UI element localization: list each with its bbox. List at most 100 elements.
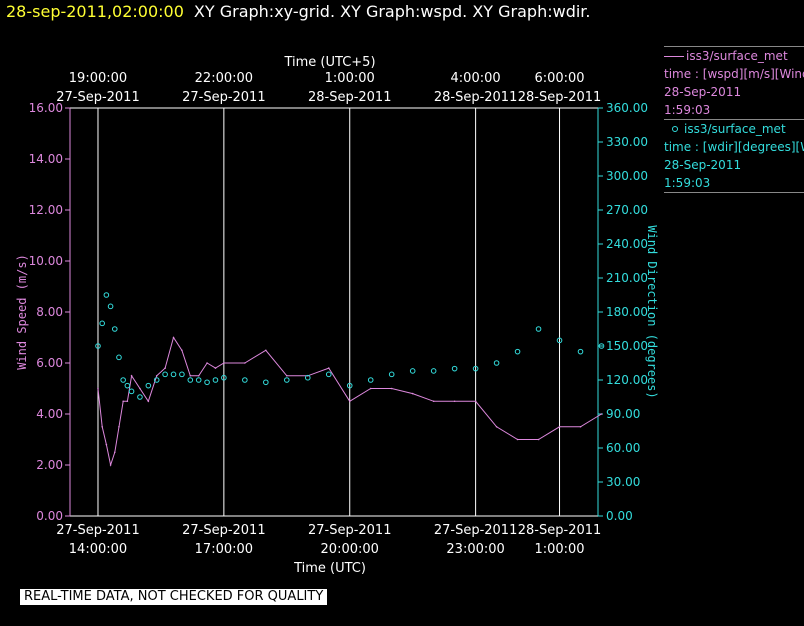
- header-graph-titles: XY Graph:xy-grid. XY Graph:wspd. XY Grap…: [193, 2, 591, 21]
- wdir-point: [103, 292, 110, 298]
- bottom-tick-date: 28-Sep-2011: [518, 523, 602, 538]
- legend-entry-wdir[interactable]: iss3/surface_met time : [wdir][degrees][…: [664, 120, 804, 192]
- wspd-point: [537, 438, 540, 441]
- left-tick-label: 14.00: [29, 152, 63, 166]
- wspd-point: [348, 400, 351, 403]
- wdir-point: [111, 326, 118, 332]
- legend-wdir-desc: time : [wdir][degrees][W: [664, 140, 804, 154]
- right-tick-label: 300.00: [606, 169, 648, 183]
- bottom-tick-date: 27-Sep-2011: [182, 523, 266, 538]
- wspd-point: [600, 413, 603, 415]
- wspd-point: [206, 362, 208, 364]
- right-tick-label: 360.00: [606, 101, 648, 115]
- right-tick-label: 330.00: [606, 135, 648, 149]
- wspd-point: [474, 400, 477, 403]
- top-tick-time: 6:00:00: [534, 71, 584, 86]
- wdir-point: [195, 377, 202, 383]
- legend-wdir-name: iss3/surface_met: [684, 122, 786, 136]
- top-tick-date: 27-Sep-2011: [182, 90, 266, 105]
- bottom-tick-time: 17:00:00: [195, 542, 253, 557]
- left-tick-label: 10.00: [29, 254, 63, 268]
- wdir-point: [535, 326, 542, 332]
- wspd-point: [223, 362, 225, 364]
- top-tick-date: 28-Sep-2011: [308, 90, 392, 105]
- wdir-point: [153, 377, 160, 383]
- legend-wspd-date: 28-Sep-2011: [664, 85, 742, 99]
- wspd-point: [579, 425, 582, 428]
- wspd-point: [109, 464, 112, 466]
- legend-wspd-time: 1:59:03: [664, 103, 711, 117]
- header-timestamp: 28-sep-2011,02:00:00: [6, 2, 184, 21]
- right-tick-label: 240.00: [606, 237, 648, 251]
- bottom-tick-time: 1:00:00: [534, 542, 584, 557]
- bottom-tick-time: 14:00:00: [69, 542, 127, 557]
- wdir-point: [221, 374, 227, 381]
- wspd-point: [369, 387, 372, 390]
- wdir-point: [304, 374, 311, 381]
- left-tick-label: 0.00: [36, 509, 63, 523]
- wspd-point: [147, 400, 150, 403]
- wdir-point: [145, 382, 152, 389]
- right-axis-label: Wind Direction (degrees): [645, 225, 659, 398]
- wdir-point: [598, 343, 605, 349]
- wdir-point: [212, 377, 219, 383]
- wdir-point: [162, 371, 168, 378]
- wdir-point: [107, 303, 114, 310]
- wdir-point: [367, 377, 374, 383]
- left-tick-label: 6.00: [36, 356, 63, 370]
- wspd-point: [214, 367, 217, 369]
- right-tick-label: 210.00: [606, 271, 648, 285]
- wdir-point: [187, 377, 194, 383]
- wspd-point: [244, 362, 246, 364]
- wspd-point: [390, 387, 393, 390]
- wspd-point: [126, 400, 129, 403]
- left-axis-label: Wind Speed (m/s): [15, 254, 29, 370]
- left-tick-label: 2.00: [36, 458, 63, 472]
- wdir-point: [242, 377, 248, 383]
- wspd-point: [558, 425, 561, 428]
- wdir-point: [95, 343, 101, 349]
- top-tick-time: 22:00:00: [195, 71, 253, 86]
- wdir-point: [283, 377, 290, 383]
- wdir-point: [388, 371, 395, 378]
- left-tick-label: 4.00: [36, 407, 63, 421]
- wspd-point: [155, 374, 158, 377]
- wspd-point: [164, 367, 166, 369]
- wdir-point: [99, 320, 105, 327]
- wspd-point: [105, 443, 108, 446]
- wdir-point: [409, 368, 416, 374]
- wspd-point: [189, 374, 192, 377]
- wdir-point: [472, 365, 479, 372]
- wspd-point: [197, 374, 200, 377]
- top-axis-label: Time (UTC+5): [283, 55, 375, 70]
- wdir-point: [430, 368, 437, 374]
- top-tick-time: 19:00:00: [69, 71, 127, 86]
- legend-wdir-time: 1:59:03: [664, 176, 711, 190]
- top-tick-date: 28-Sep-2011: [518, 90, 602, 105]
- wspd-point: [495, 425, 498, 428]
- wspd-point: [411, 392, 414, 395]
- wdir-point: [137, 394, 143, 400]
- wspd-point: [122, 400, 124, 403]
- wspd-point: [172, 336, 175, 339]
- wdir-point: [451, 365, 458, 372]
- wdir-point: [120, 377, 126, 383]
- wspd-point: [432, 400, 435, 403]
- legend-wspd-name: iss3/surface_met: [686, 49, 788, 63]
- wdir-point: [346, 382, 353, 389]
- wspd-point: [181, 349, 183, 352]
- legend-entry-wspd[interactable]: iss3/surface_met time : [wspd][m/s][Wind…: [664, 47, 804, 119]
- bottom-tick-date: 27-Sep-2011: [56, 523, 140, 538]
- line-swatch-icon: [664, 55, 684, 57]
- legend-wdir-date: 28-Sep-2011: [664, 158, 742, 172]
- legend-divider: [664, 46, 804, 47]
- right-tick-label: 270.00: [606, 203, 648, 217]
- wdir-point: [124, 382, 131, 389]
- wspd-point: [285, 374, 288, 377]
- wspd-point: [101, 425, 103, 428]
- wspd-point: [113, 451, 116, 454]
- bottom-tick-time: 20:00:00: [321, 542, 379, 557]
- wdir-point: [514, 348, 521, 355]
- legend-divider: [664, 192, 804, 193]
- wdir-point: [325, 371, 332, 378]
